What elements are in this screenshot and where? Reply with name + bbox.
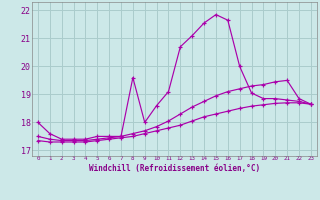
X-axis label: Windchill (Refroidissement éolien,°C): Windchill (Refroidissement éolien,°C) bbox=[89, 164, 260, 173]
